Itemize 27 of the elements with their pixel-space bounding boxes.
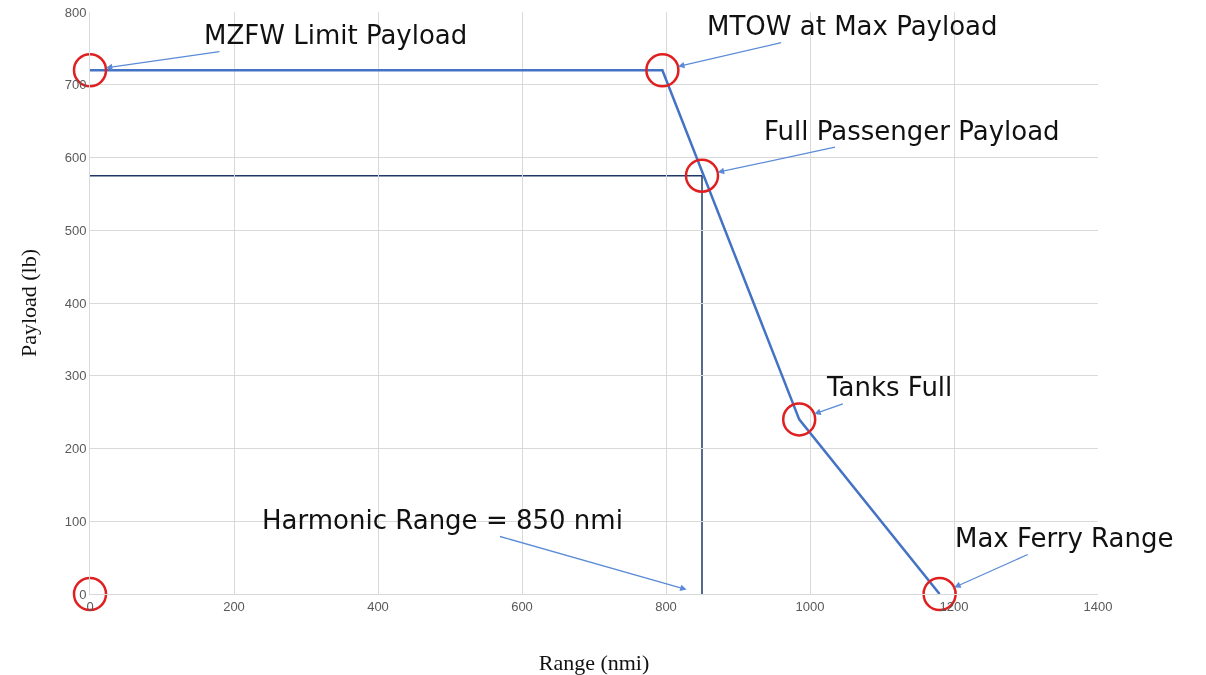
- point: [781, 402, 817, 437]
- y-tick-label: 500: [64, 222, 87, 238]
- point: [645, 52, 680, 88]
- x-axis-title: Range (nmi): [538, 650, 650, 675]
- annotation: MZFW Limit Payload: [204, 20, 468, 50]
- x-tick-label: 800: [655, 598, 677, 614]
- annotation: Max Ferry Range: [955, 523, 1174, 553]
- x-tick-label: 600: [511, 598, 533, 614]
- annotation: Full Passenger Payload: [764, 116, 1060, 146]
- x-tick-label: 1000: [795, 598, 825, 614]
- y-tick-label: 0: [79, 586, 87, 602]
- annotation: Tanks Full: [826, 372, 953, 402]
- y-tick-label: 100: [64, 513, 87, 529]
- x-tick-label: 200: [223, 598, 245, 614]
- y-tick-label: 200: [64, 441, 87, 457]
- y-axis-title: Payload (lb): [16, 248, 41, 358]
- point: [684, 158, 720, 193]
- annotation: Harmonic Range = 850 nmi: [262, 505, 623, 535]
- y-tick-label: 300: [64, 368, 87, 384]
- annotation: MTOW at Max Payload: [707, 11, 998, 41]
- x-tick-label: 1400: [1083, 598, 1113, 614]
- y-tick-label: 600: [64, 150, 87, 166]
- y-tick-label: 700: [64, 77, 87, 93]
- y-tick-label: 800: [64, 4, 87, 20]
- point: [72, 576, 108, 612]
- y-tick-label: 400: [64, 295, 87, 311]
- x-tick-label: 400: [367, 598, 389, 614]
